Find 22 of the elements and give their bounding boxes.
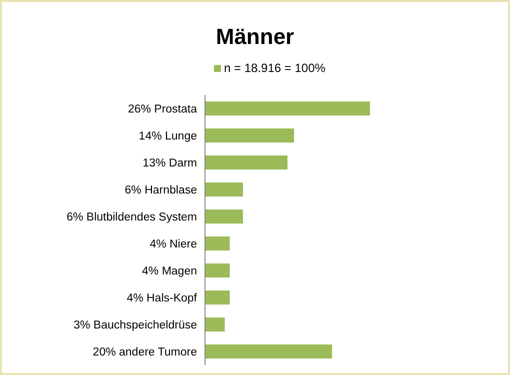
y-tick-label: 3% Bauchspeicheldrüse — [74, 320, 197, 332]
y-tick-label: 14% Lunge — [138, 130, 197, 142]
bar — [205, 344, 332, 359]
y-tick-label: 13% Darm — [142, 158, 197, 170]
bar — [205, 155, 288, 170]
y-tick-label: 26% Prostata — [128, 104, 198, 116]
bar — [205, 128, 294, 143]
bar — [205, 263, 230, 278]
bar — [205, 236, 230, 251]
y-tick-label: 4% Hals-Kopf — [126, 292, 198, 304]
bar — [205, 317, 225, 332]
y-tick-label: 4% Niere — [150, 238, 197, 250]
bar — [205, 182, 243, 197]
bar — [205, 290, 230, 305]
bar — [205, 209, 243, 224]
chart-title: Männer — [216, 24, 295, 49]
y-tick-label: 6% Blutbildendes System — [66, 212, 197, 224]
y-tick-label: 20% andere Tumore — [92, 346, 197, 358]
legend-label: n = 18.916 = 100% — [224, 61, 326, 75]
y-tick-label: 6% Harnblase — [124, 184, 197, 196]
y-tick-label: 4% Magen — [142, 266, 197, 278]
bar — [205, 101, 370, 116]
